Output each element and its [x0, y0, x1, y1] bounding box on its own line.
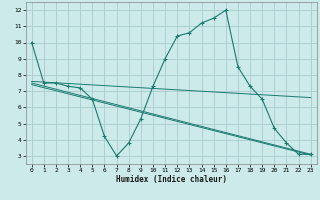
X-axis label: Humidex (Indice chaleur): Humidex (Indice chaleur)	[116, 175, 227, 184]
